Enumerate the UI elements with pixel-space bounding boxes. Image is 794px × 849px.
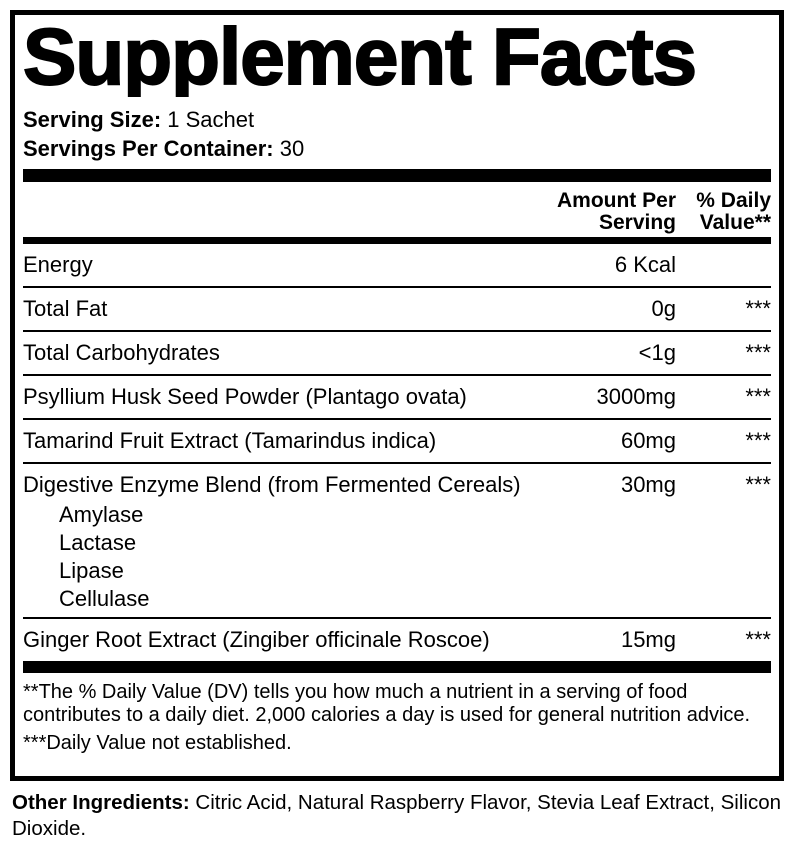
not-established-footnote: ***Daily Value not established. (23, 732, 292, 754)
divider-medium-header (23, 237, 771, 244)
nutrient-amount: <1g (638, 340, 676, 365)
nutrient-dv: *** (745, 428, 771, 453)
amount-per-serving-header: Amount Per Serving (557, 190, 676, 234)
other-ingredients-label: Other Ingredients: (12, 791, 190, 814)
sub-item-cellulase: Cellulase (59, 586, 150, 611)
dv-header-line2: Value** (699, 211, 771, 234)
column-headers: Amount Per Serving % Daily Value** (23, 182, 771, 237)
serving-size-label: Serving Size: (23, 107, 162, 132)
serving-size-value: 1 Sachet (167, 107, 255, 132)
supplement-facts-panel: Supplement Facts Serving Size: 1 Sachet … (10, 10, 784, 781)
nutrient-row-total-carbohydrates: Total Carbohydrates <1g *** (23, 332, 771, 374)
row-divider (23, 330, 771, 332)
sub-item-lactase: Lactase (59, 530, 137, 555)
nutrient-dv: *** (745, 296, 771, 321)
nutrient-name: Ginger Root Extract (Zingiber officinale… (23, 627, 490, 652)
footnotes: **The % Daily Value (DV) tells you how m… (23, 673, 771, 755)
servings-per-container-value: 30 (279, 136, 305, 161)
nutrient-row-digestive-enzyme-blend: Digestive Enzyme Blend (from Fermented C… (23, 464, 771, 617)
serving-info: Serving Size: 1 Sachet Servings Per Cont… (23, 105, 771, 163)
row-divider (23, 617, 771, 619)
nutrient-row-psyllium-husk: Psyllium Husk Seed Powder (Plantago ovat… (23, 376, 771, 418)
servings-per-container-line: Servings Per Container: 30 (23, 134, 771, 163)
row-divider (23, 286, 771, 288)
row-divider (23, 374, 771, 376)
amount-header-line1: Amount Per (556, 189, 676, 212)
other-ingredients-line: Other Ingredients: Citric Acid, Natural … (12, 790, 784, 842)
enzyme-sub-items: Amylase Lactase Lipase Cellulase (23, 501, 615, 613)
nutrient-name: Psyllium Husk Seed Powder (Plantago ovat… (23, 384, 467, 409)
nutrient-dv: *** (745, 627, 771, 652)
daily-value-footnote: **The % Daily Value (DV) tells you how m… (23, 681, 751, 726)
amount-header-line2: Serving (598, 211, 676, 234)
nutrient-name: Energy (23, 252, 93, 277)
supplement-label-page: Supplement Facts Serving Size: 1 Sachet … (0, 10, 794, 842)
other-ingredients-value: Citric Acid, Natural Raspberry Flavor, S… (12, 791, 782, 840)
divider-thick-top (23, 169, 771, 182)
nutrient-amount: 6 Kcal (614, 252, 676, 277)
nutrient-dv: *** (745, 472, 771, 497)
nutrient-amount: 3000mg (596, 384, 676, 409)
nutrient-name: Tamarind Fruit Extract (Tamarindus indic… (23, 428, 437, 453)
servings-per-container-label: Servings Per Container: (23, 136, 274, 161)
sub-item-amylase: Amylase (59, 502, 144, 527)
nutrient-row-total-fat: Total Fat 0g *** (23, 288, 771, 330)
serving-size-line: Serving Size: 1 Sachet (23, 105, 771, 134)
panel-title: Supplement Facts (23, 17, 698, 97)
nutrient-name: Digestive Enzyme Blend (from Fermented C… (23, 472, 521, 497)
nutrient-amount: 0g (651, 296, 676, 321)
nutrient-row-energy: Energy 6 Kcal (23, 244, 771, 286)
nutrient-amount: 60mg (620, 428, 676, 453)
nutrient-name: Total Carbohydrates (23, 340, 220, 365)
nutrient-row-ginger-root: Ginger Root Extract (Zingiber officinale… (23, 619, 771, 661)
row-divider (23, 462, 771, 464)
divider-thick-bottom (23, 661, 771, 673)
nutrient-name-with-subitems: Digestive Enzyme Blend (from Fermented C… (23, 472, 621, 613)
sub-item-lipase: Lipase (59, 558, 124, 583)
row-divider (23, 418, 771, 420)
nutrient-dv: *** (745, 384, 771, 409)
nutrient-amount: 30mg (620, 472, 676, 497)
nutrient-name: Total Fat (23, 296, 108, 321)
nutrient-row-tamarind: Tamarind Fruit Extract (Tamarindus indic… (23, 420, 771, 462)
nutrient-amount: 15mg (620, 627, 676, 652)
nutrient-dv: *** (745, 340, 771, 365)
daily-value-header: % Daily Value** (676, 190, 771, 234)
dv-header-line1: % Daily (696, 189, 771, 212)
